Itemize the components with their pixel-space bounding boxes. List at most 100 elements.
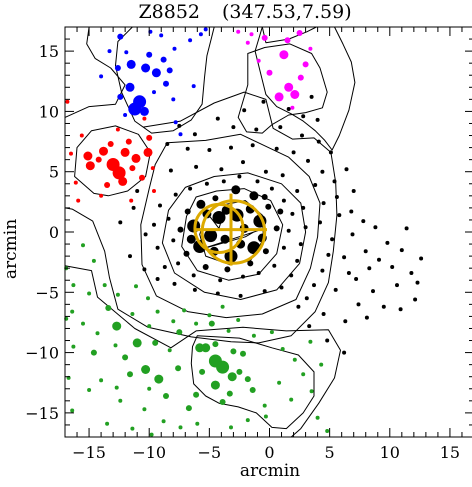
galaxy-point-green-84 — [220, 304, 225, 309]
contour-line-14 — [64, 265, 341, 438]
galaxy-point-cluster-103 — [326, 252, 331, 257]
y-tick-label: 15 — [39, 42, 59, 61]
galaxy-point-cluster-20 — [231, 185, 241, 195]
galaxy-point-blue-26 — [203, 27, 208, 32]
galaxy-point-cluster-148 — [192, 132, 197, 137]
galaxy-point-green-2 — [216, 360, 230, 374]
galaxy-point-magenta-1 — [279, 50, 289, 60]
galaxy-point-green-8 — [230, 348, 237, 355]
galaxy-point-green-49 — [105, 421, 110, 426]
galaxy-point-green-10 — [236, 368, 243, 375]
galaxy-point-green-36 — [134, 284, 138, 289]
galaxy-point-cluster-16 — [220, 234, 230, 244]
galaxy-point-cluster-87 — [274, 146, 279, 151]
galaxy-point-cluster-48 — [221, 179, 226, 184]
galaxy-point-cluster-101 — [337, 213, 342, 218]
galaxy-point-green-26 — [163, 393, 169, 399]
galaxy-point-cluster-39 — [256, 271, 261, 275]
galaxy-point-green-48 — [70, 408, 75, 413]
galaxy-point-green-60 — [229, 425, 233, 430]
galaxy-point-cluster-105 — [312, 283, 316, 288]
galaxy-point-cluster-142 — [242, 108, 247, 113]
galaxy-point-cluster-97 — [316, 139, 321, 144]
galaxy-point-magenta-8 — [302, 61, 309, 68]
galaxy-point-cluster-145 — [351, 189, 356, 193]
galaxy-point-cluster-76 — [215, 291, 220, 296]
galaxy-point-magenta-16 — [290, 105, 295, 110]
galaxy-point-green-51 — [142, 407, 147, 412]
galaxy-point-cluster-80 — [142, 267, 147, 272]
galaxy-point-cluster-25 — [177, 226, 184, 233]
contour-line-10 — [237, 43, 328, 134]
galaxy-point-cluster-134 — [307, 324, 312, 329]
galaxy-point-red-4 — [83, 151, 93, 161]
galaxy-point-red-19 — [79, 133, 84, 138]
y-tick-label: −15 — [25, 404, 59, 423]
galaxy-point-magenta-12 — [245, 40, 250, 45]
galaxy-point-cluster-146 — [349, 209, 354, 214]
galaxy-point-cluster-57 — [135, 189, 140, 193]
galaxy-point-blue-28 — [173, 120, 178, 125]
galaxy-point-green-57 — [99, 378, 104, 383]
y-tick-label: 5 — [49, 163, 59, 182]
galaxy-point-cluster-63 — [219, 167, 224, 172]
galaxy-point-blue-17 — [172, 46, 177, 51]
galaxy-point-cluster-19 — [249, 191, 259, 201]
galaxy-point-cluster-37 — [218, 278, 223, 283]
galaxy-point-cluster-94 — [254, 127, 259, 132]
galaxy-point-cluster-40 — [272, 263, 277, 268]
galaxy-point-blue-4 — [125, 82, 135, 92]
contour-line-7 — [74, 125, 151, 197]
galaxy-point-green-78 — [182, 308, 187, 313]
galaxy-point-green-66 — [301, 372, 306, 377]
galaxy-point-cluster-114 — [354, 277, 359, 281]
galaxy-point-green-38 — [130, 312, 135, 316]
galaxy-point-magenta-13 — [236, 29, 241, 34]
galaxy-point-cluster-88 — [250, 143, 255, 148]
galaxy-point-blue-29 — [124, 50, 129, 55]
galaxy-point-green-58 — [114, 385, 119, 390]
galaxy-point-red-11 — [104, 182, 111, 188]
x-axis-label: arcmin — [240, 461, 300, 481]
galaxy-point-green-42 — [113, 343, 118, 348]
galaxy-point-green-47 — [87, 388, 92, 392]
galaxy-point-cluster-141 — [261, 99, 266, 104]
galaxy-point-magenta-15 — [308, 46, 313, 51]
galaxy-point-cluster-128 — [398, 307, 403, 312]
galaxy-point-cluster-38 — [241, 274, 245, 279]
galaxy-point-green-18 — [141, 365, 151, 374]
galaxy-point-green-12 — [199, 368, 206, 375]
galaxy-point-cluster-62 — [194, 164, 199, 169]
galaxy-point-cluster-68 — [301, 205, 306, 210]
galaxy-point-green-16 — [112, 321, 122, 331]
galaxy-point-cluster-99 — [332, 179, 337, 184]
galaxy-point-green-64 — [277, 380, 282, 385]
y-tick-label: 0 — [49, 223, 59, 242]
galaxy-point-cluster-121 — [399, 248, 404, 253]
galaxy-point-green-72 — [280, 347, 285, 351]
galaxy-point-blue-25 — [198, 32, 203, 37]
galaxy-point-cluster-126 — [373, 225, 378, 230]
x-tick-label: 5 — [325, 443, 335, 462]
galaxy-point-green-77 — [194, 321, 199, 326]
galaxy-point-cluster-118 — [385, 240, 390, 245]
galaxy-point-green-39 — [155, 309, 160, 314]
galaxy-point-red-16 — [129, 165, 136, 172]
galaxy-point-green-43 — [95, 331, 100, 336]
galaxy-point-blue-13 — [163, 80, 169, 87]
galaxy-point-cluster-133 — [321, 312, 326, 316]
galaxy-point-red-7 — [131, 153, 141, 163]
galaxy-point-green-3 — [210, 380, 220, 390]
galaxy-point-green-17 — [132, 338, 142, 348]
galaxy-point-cluster-108 — [342, 255, 347, 260]
chart-subtitle: (347.53,7.59) — [222, 1, 352, 23]
galaxy-point-red-18 — [65, 99, 70, 104]
galaxy-point-cluster-75 — [238, 293, 243, 298]
galaxy-point-green-65 — [289, 397, 294, 402]
galaxy-point-cluster-138 — [315, 117, 320, 122]
contour-line-8 — [64, 26, 126, 118]
galaxy-point-blue-27 — [99, 74, 104, 79]
galaxy-point-cluster-123 — [409, 271, 414, 275]
galaxy-point-cluster-66 — [280, 173, 285, 178]
